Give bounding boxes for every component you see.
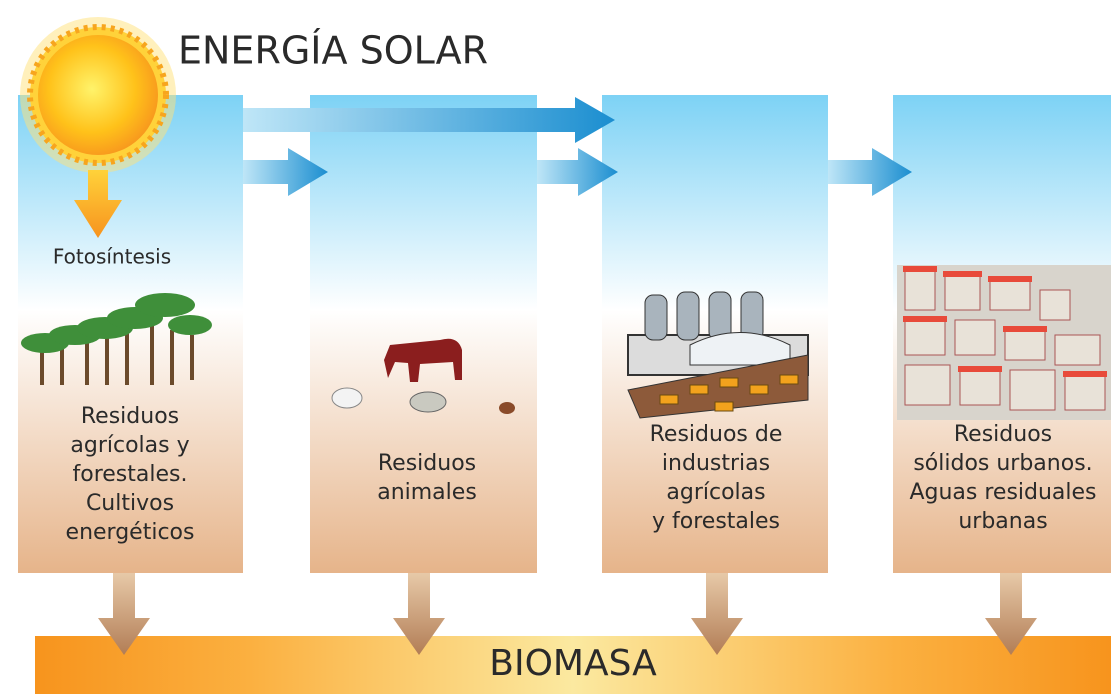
title: ENERGÍA SOLAR (178, 29, 488, 73)
source-label: sólidos urbanos. (913, 451, 1092, 476)
source-label: Cultivos (86, 491, 174, 516)
source-label: urbanas (958, 509, 1047, 534)
result-label: BIOMASA (489, 643, 657, 684)
diagram: ENERGÍA SOLAR Fotosíntesis BIOMASA Resid… (0, 0, 1111, 694)
source-label: Aguas residuales (909, 480, 1096, 505)
source-label: Residuos de (650, 422, 783, 447)
source-label: Residuos (954, 422, 1052, 447)
source-label: y forestales (652, 509, 780, 534)
city-icon (897, 265, 1111, 420)
source-label: animales (377, 480, 477, 505)
source-label: industrias (662, 451, 770, 476)
source-label: forestales. (73, 462, 188, 487)
source-label: agrícolas (666, 480, 765, 505)
source-label: agrícolas y (70, 433, 189, 458)
source-label: Residuos (378, 451, 476, 476)
source-label: Residuos (81, 404, 179, 429)
process-label: Fotosíntesis (53, 245, 171, 269)
source-label: energéticos (66, 520, 195, 545)
